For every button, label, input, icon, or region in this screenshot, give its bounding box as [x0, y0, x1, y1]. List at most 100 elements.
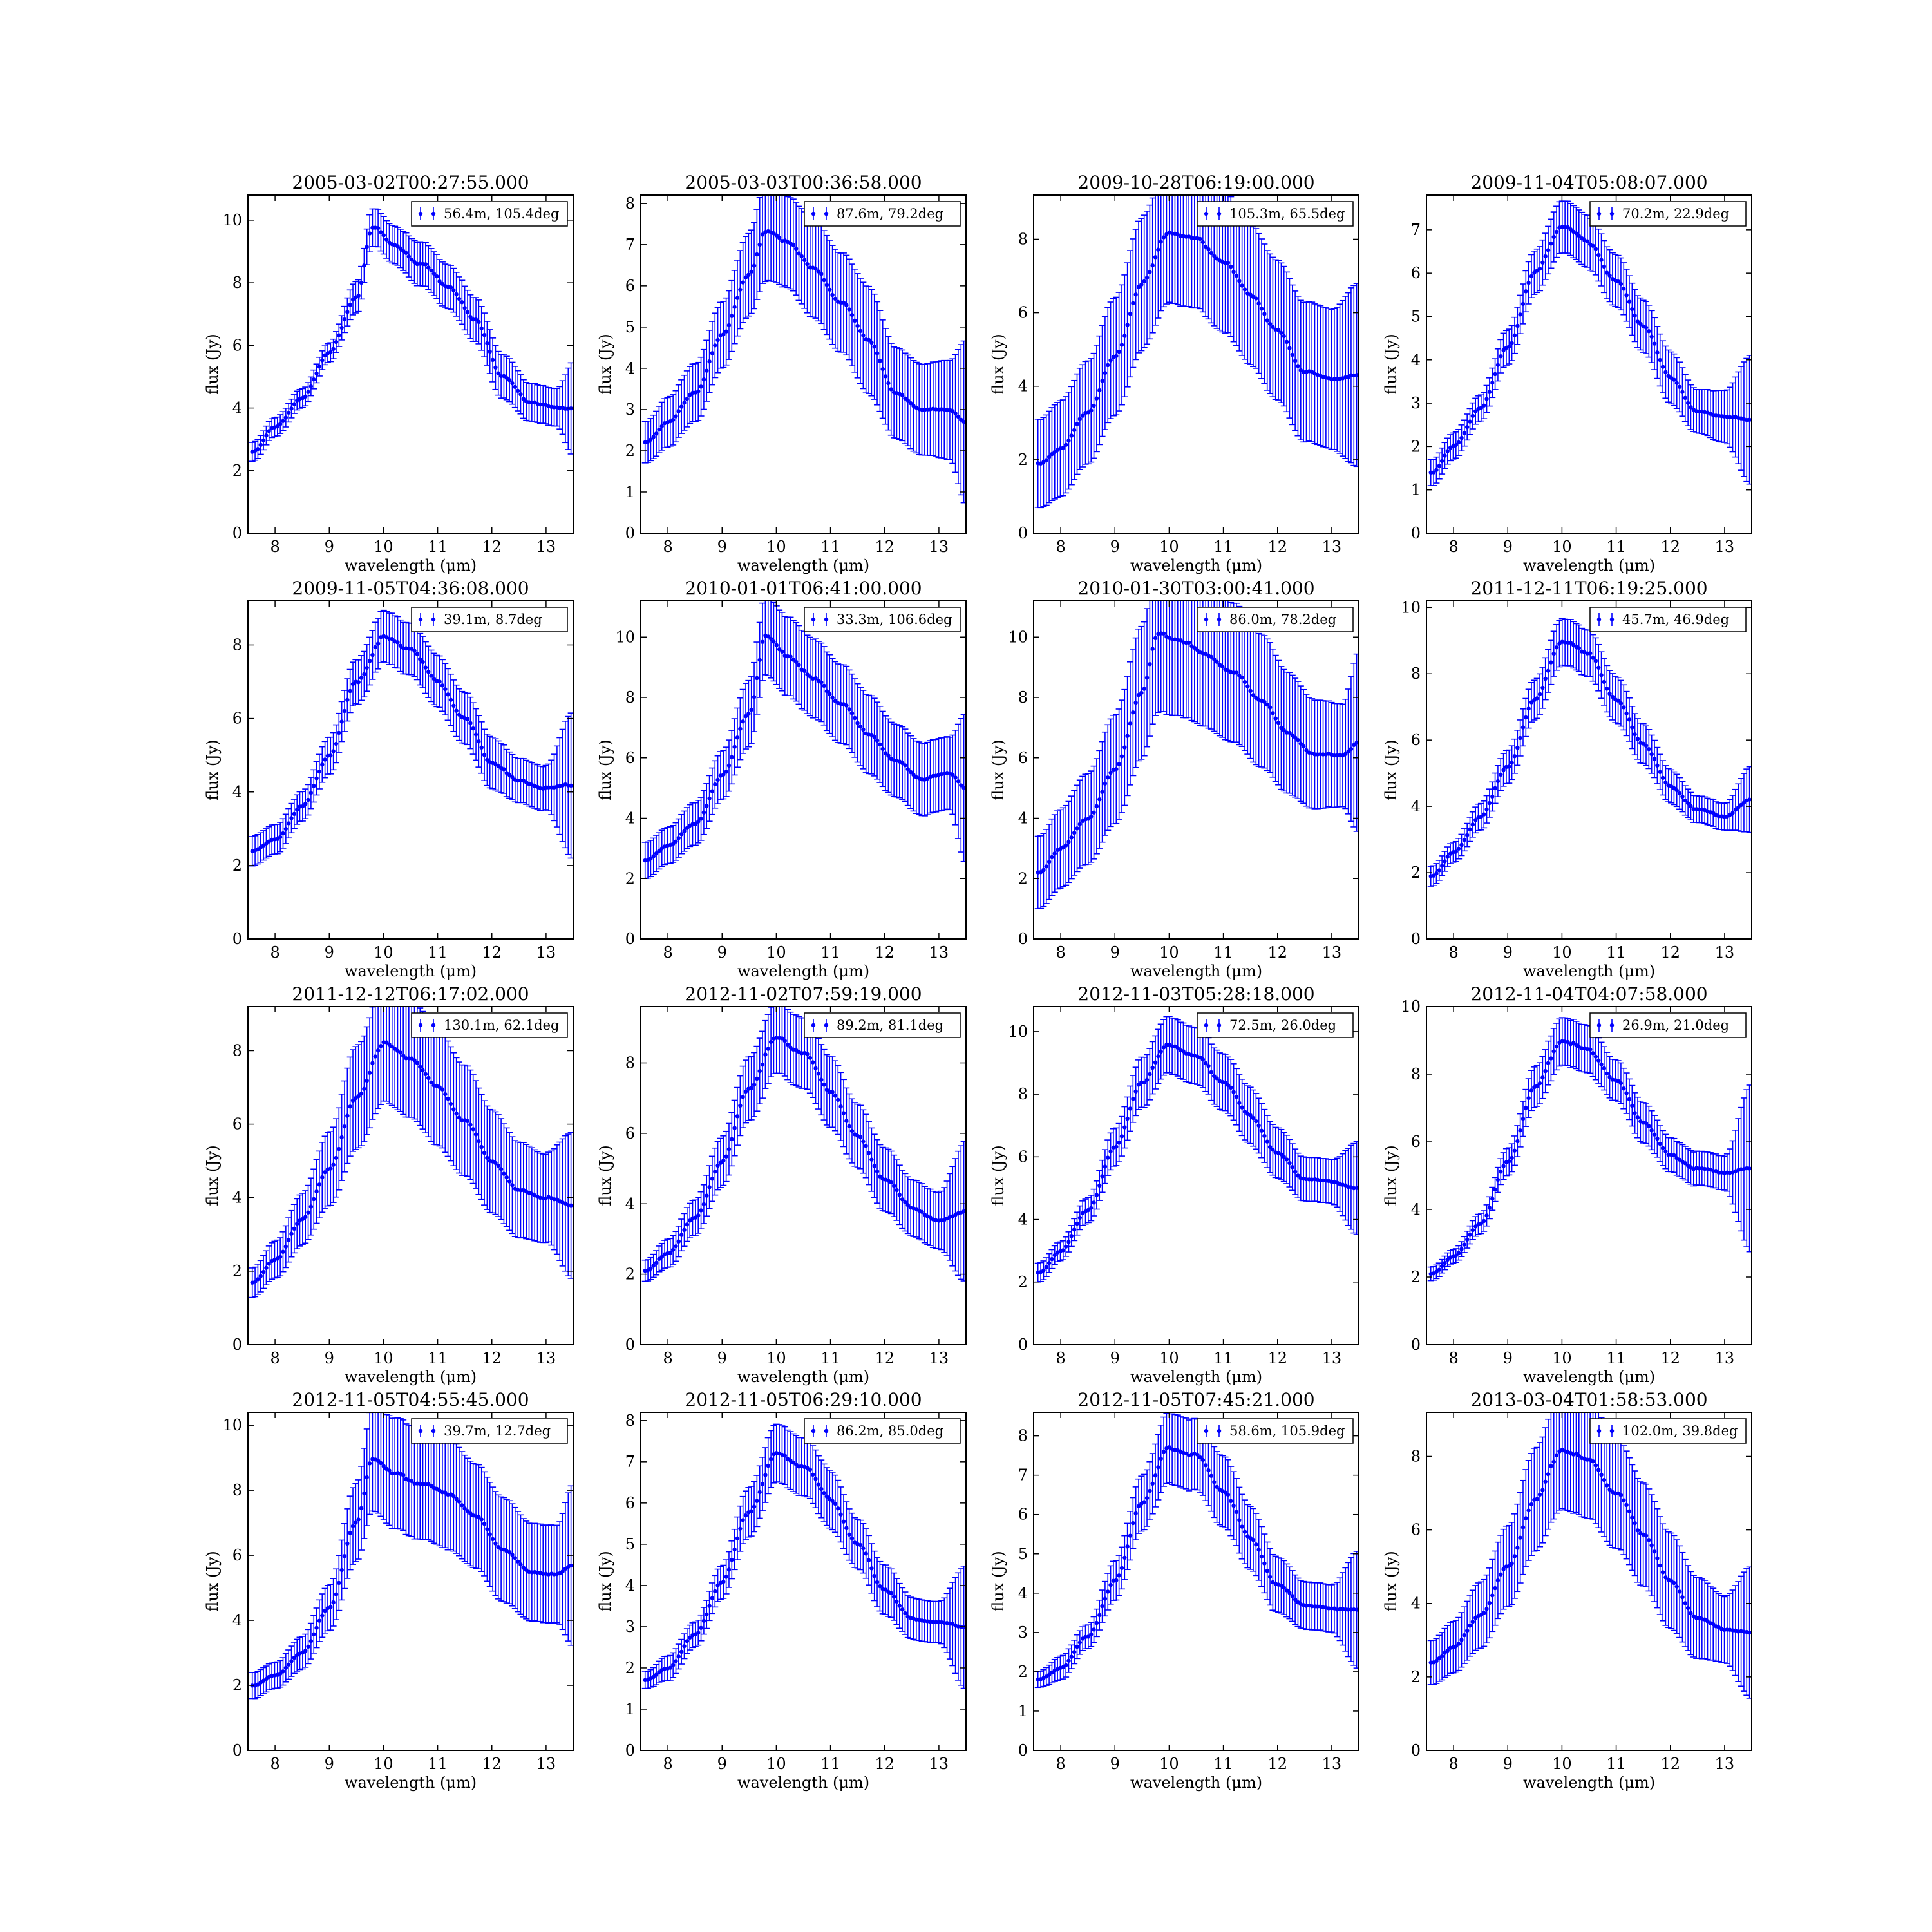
data-point [1204, 244, 1208, 249]
data-point [1108, 770, 1113, 775]
data-point [1490, 794, 1495, 799]
y-tick-label: 2 [1018, 451, 1028, 469]
y-tick-label: 4 [1411, 797, 1421, 815]
x-tick-label: 12 [482, 943, 502, 961]
data-point [1624, 711, 1629, 716]
data-point [1150, 647, 1155, 651]
data-point [785, 1042, 790, 1047]
data-point [1747, 797, 1752, 802]
data-point [1114, 354, 1119, 359]
data-point [1245, 684, 1250, 688]
x-tick-label: 8 [1448, 943, 1458, 961]
data-point [1200, 240, 1206, 245]
x-tick-label: 12 [875, 538, 895, 556]
data-point [426, 1075, 431, 1081]
y-tick-label: 0 [232, 1336, 242, 1354]
data-point [853, 318, 857, 323]
legend-marker [431, 211, 436, 216]
data-point [359, 1092, 364, 1096]
x-tick-label: 12 [1660, 943, 1680, 961]
data-point [1616, 279, 1620, 284]
data-point [1543, 254, 1548, 259]
data-point [292, 402, 297, 406]
data-point [749, 269, 753, 274]
data-point [1293, 359, 1298, 363]
data-point [676, 409, 681, 413]
data-point [679, 832, 684, 837]
data-point [465, 310, 470, 314]
data-point [379, 1044, 383, 1048]
data-point [365, 245, 369, 249]
data-point [256, 1277, 260, 1282]
data-point [1658, 770, 1662, 774]
data-point [308, 384, 314, 389]
data-point [1674, 788, 1679, 793]
data-point [1066, 438, 1071, 443]
data-point [808, 1056, 813, 1060]
data-point [485, 757, 489, 762]
data-point [895, 1188, 899, 1193]
data-point [657, 849, 661, 853]
data-point [1479, 406, 1484, 410]
y-tick-label: 0 [625, 524, 635, 542]
x-tick-label: 11 [820, 943, 840, 961]
x-tick-label: 9 [325, 538, 334, 556]
data-point [451, 1107, 456, 1112]
data-point [1605, 270, 1609, 275]
data-point [1117, 349, 1121, 354]
x-tick-label: 10 [1552, 538, 1572, 556]
data-point [908, 401, 913, 406]
data-point [1276, 720, 1281, 725]
data-point [1540, 685, 1545, 690]
data-point [1633, 313, 1637, 318]
data-point [281, 419, 285, 423]
legend: 39.1m, 8.7deg [411, 607, 568, 632]
data-point [883, 751, 888, 755]
data-point [1089, 814, 1094, 819]
data-point [278, 1255, 283, 1259]
data-point [1072, 831, 1077, 835]
data-point [715, 777, 720, 782]
data-point [858, 724, 863, 729]
data-point [847, 707, 851, 712]
x-tick-label: 13 [536, 538, 556, 556]
data-point [872, 345, 876, 349]
data-point [1237, 673, 1242, 678]
data-point [256, 447, 260, 451]
data-point [507, 378, 512, 383]
y-tick-label: 2 [232, 1262, 242, 1280]
data-point [429, 268, 433, 273]
data-point [724, 770, 728, 774]
data-point [743, 1089, 748, 1094]
data-point [844, 303, 849, 308]
data-point [1346, 749, 1350, 754]
data-point [1148, 270, 1152, 274]
data-point [1482, 403, 1486, 408]
data-point [286, 410, 291, 415]
y-tick-label: 6 [232, 336, 242, 354]
y-tick-label: 2 [232, 857, 242, 875]
legend-marker [1204, 617, 1209, 622]
data-point [696, 389, 701, 393]
legend-marker [824, 617, 829, 622]
data-point [482, 753, 487, 757]
data-point [1142, 279, 1146, 284]
data-point [713, 343, 717, 348]
data-point [1529, 700, 1534, 705]
data-point [1663, 780, 1668, 785]
data-point [283, 1244, 289, 1249]
data-point [337, 333, 341, 337]
data-point [1607, 691, 1612, 696]
data-point [1094, 804, 1099, 809]
data-point [348, 1104, 352, 1109]
data-point [685, 826, 690, 831]
data-point [649, 856, 653, 861]
data-point [314, 371, 319, 376]
data-point [1602, 679, 1607, 685]
data-point [713, 782, 717, 787]
data-point [1092, 403, 1096, 408]
data-series [641, 195, 966, 504]
data-point [1097, 797, 1102, 802]
data-point [398, 1050, 403, 1055]
